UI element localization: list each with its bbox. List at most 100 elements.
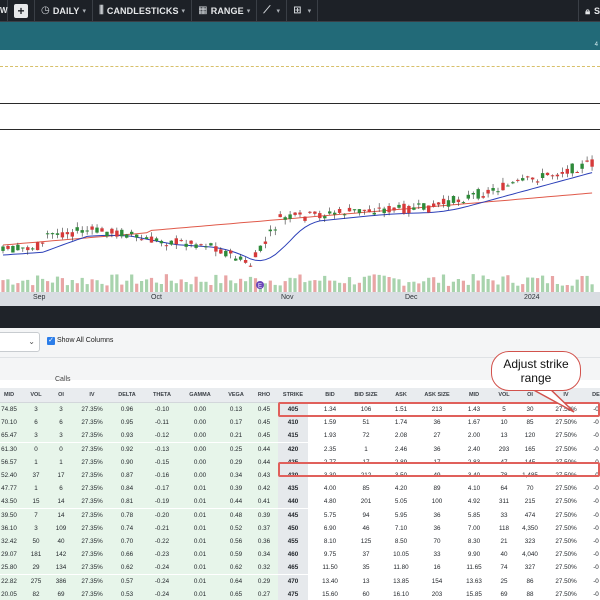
table-cell: 27.35% <box>81 564 103 572</box>
chart-type-dropdown[interactable]: ⫼ CANDLESTICKS ▾ <box>93 0 193 22</box>
volume-bar <box>85 284 89 292</box>
table-cell: 69 <box>57 590 65 598</box>
toolbar-cut-item[interactable]: W <box>0 0 8 22</box>
table-cell: 120 <box>524 432 536 440</box>
column-header[interactable]: ASK <box>395 392 407 398</box>
volume-bar <box>288 277 292 292</box>
table-cell: 88 <box>526 590 534 598</box>
column-header[interactable]: MID <box>468 392 480 398</box>
strike-cell: 420 <box>287 445 299 453</box>
candle-body <box>486 189 490 194</box>
table-row[interactable]: 43.50 15 14 27.35% 0.81 -0.19 0.01 0.44 0.41 440 4… <box>0 495 600 509</box>
volume-bar <box>333 280 337 292</box>
column-header[interactable]: OI <box>58 392 64 398</box>
candle-body <box>90 226 94 230</box>
table-cell: 0.13 <box>229 406 243 413</box>
table-cell: -0 <box>593 551 599 559</box>
calls-cell-bg <box>0 403 278 416</box>
volume-bar <box>204 281 208 292</box>
table-cell: 213 <box>431 406 443 413</box>
column-header[interactable]: VOL <box>30 392 42 398</box>
save-button[interactable]: 🔒︎ S <box>578 0 600 22</box>
table-cell: 6 <box>59 419 63 427</box>
table-cell: 1 <box>34 485 38 493</box>
table-cell: -0.20 <box>154 511 170 519</box>
strike-cell-bg <box>278 442 308 456</box>
volume-bar <box>323 275 327 292</box>
column-header[interactable]: BID <box>325 392 335 398</box>
volume-bar <box>268 280 272 292</box>
candle-body <box>313 211 317 214</box>
dashed-reference-line <box>0 66 600 67</box>
table-row[interactable]: 65.47 3 3 27.35% 0.93 -0.12 0.00 0.21 0.45 415 1.9… <box>0 429 600 443</box>
table-row[interactable]: 20.05 82 69 27.35% 0.53 -0.24 0.01 0.65 0.27 475 1… <box>0 587 600 600</box>
range-dropdown[interactable]: ▦ RANGE ▾ <box>192 0 258 22</box>
column-header[interactable]: THETA <box>153 392 171 398</box>
column-header[interactable]: GAMMA <box>189 392 211 398</box>
layout-dropdown[interactable]: ⊞ ▾ <box>287 0 319 22</box>
column-header[interactable]: VEGA <box>228 392 244 398</box>
add-button[interactable]: + <box>8 0 35 22</box>
column-header[interactable]: STRIKE <box>282 392 304 398</box>
navigator-strip[interactable] <box>0 306 600 328</box>
volume-bar <box>298 274 302 292</box>
column-header[interactable]: DELTA <box>118 392 136 398</box>
studies-dropdown[interactable]: ⟋ ▾ <box>257 0 288 22</box>
table-cell: 0.00 <box>193 445 207 453</box>
show-all-columns-checkbox[interactable]: ✓ <box>47 337 55 345</box>
column-header[interactable]: MID <box>3 392 15 398</box>
puts-cell-bg <box>308 574 600 588</box>
candle-body <box>585 160 589 162</box>
column-header[interactable]: BID SIZE <box>354 392 378 398</box>
table-cell: 0.34 <box>257 551 271 559</box>
table-row[interactable]: 36.10 3 109 27.35% 0.74 -0.21 0.01 0.52 0.37 450 6… <box>0 521 600 535</box>
strike-cell: 455 <box>287 538 299 545</box>
table-row[interactable]: 29.07 181 142 27.35% 0.66 -0.23 0.01 0.59 0.34 46… <box>0 548 600 562</box>
table-row[interactable]: 47.77 1 6 27.35% 0.84 -0.17 0.01 0.39 0.42 435 4.0… <box>0 482 600 496</box>
column-header[interactable]: IV <box>89 392 95 398</box>
table-row[interactable]: 61.30 0 0 27.35% 0.92 -0.13 0.00 0.25 0.44 420 2.3… <box>0 442 600 456</box>
expiration-select[interactable]: ⌄ <box>0 332 40 352</box>
candle-body <box>159 240 164 244</box>
table-row[interactable]: 39.50 7 14 27.35% 0.78 -0.20 0.01 0.48 0.39 445 5.… <box>0 508 600 522</box>
calls-cell-bg <box>0 469 278 482</box>
price-chart[interactable]: E <box>0 131 600 292</box>
calls-cell-bg <box>0 455 278 469</box>
table-cell: 6 <box>59 485 63 493</box>
indicator-pane <box>0 50 600 104</box>
volume-bar <box>189 284 193 292</box>
table-cell: 4.20 <box>394 485 408 493</box>
candle-body <box>333 212 337 215</box>
volume-bar <box>466 284 470 292</box>
column-header[interactable]: VOL <box>498 392 510 398</box>
column-header[interactable]: DE <box>592 392 600 398</box>
table-cell: 27.35% <box>81 472 103 479</box>
candle-body <box>11 246 15 253</box>
table-cell: 386 <box>55 577 67 585</box>
calls-section-label: Calls <box>55 376 71 383</box>
candle-body <box>144 237 149 239</box>
table-row[interactable]: 70.10 6 6 27.35% 0.95 -0.11 0.00 0.17 0.45 410 1.5… <box>0 416 600 430</box>
table-cell: 0.34 <box>229 472 243 479</box>
strike-cell: 415 <box>287 432 299 440</box>
volume-bar <box>194 276 198 292</box>
table-cell: 36.10 <box>1 524 17 532</box>
table-cell: 27.35% <box>81 538 103 545</box>
candle-body <box>491 188 495 191</box>
table-cell: 27.35% <box>81 524 103 532</box>
column-header[interactable]: RHO <box>257 392 271 398</box>
table-cell: 0.21 <box>229 432 243 440</box>
table-row[interactable]: 22.82 275 386 27.35% 0.57 -0.24 0.01 0.64 0.29 47… <box>0 574 600 588</box>
candle-body <box>248 265 253 267</box>
column-header[interactable]: ASK SIZE <box>424 392 450 398</box>
volume-bar <box>560 285 564 292</box>
table-cell: 13.40 <box>322 577 338 585</box>
table-row[interactable]: 32.42 50 40 27.35% 0.70 -0.22 0.01 0.56 0.36 455 8… <box>0 535 600 548</box>
table-cell: 0.53 <box>120 590 134 598</box>
column-header[interactable]: OI <box>527 392 533 398</box>
volume-bar <box>50 282 55 292</box>
interval-dropdown[interactable]: ◷ DAILY ▾ <box>35 0 94 22</box>
calls-cell-bg <box>0 429 278 443</box>
table-row[interactable]: 25.80 29 134 27.35% 0.62 -0.24 0.01 0.62 0.32 465… <box>0 561 600 575</box>
table-cell: 37 <box>362 551 370 559</box>
